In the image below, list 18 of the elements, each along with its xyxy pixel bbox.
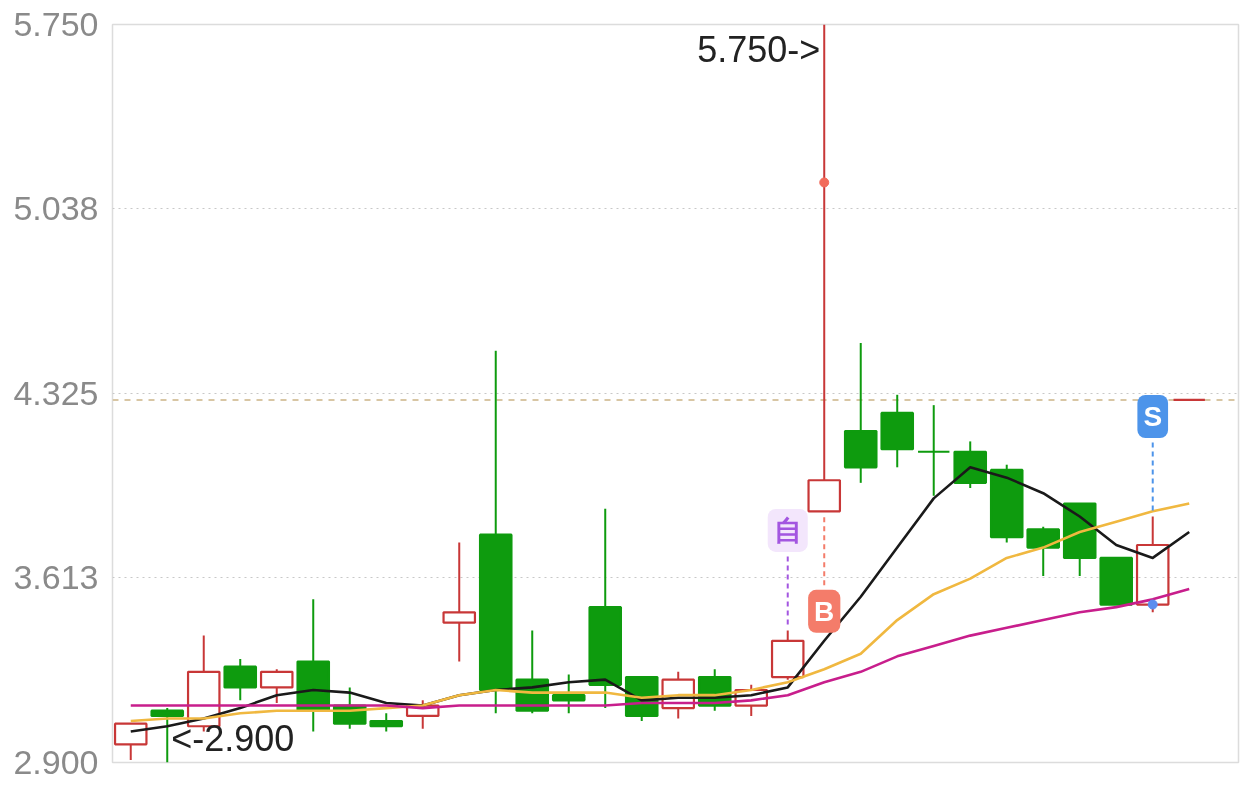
candlestick (843, 342, 878, 484)
annotation: B (814, 595, 835, 627)
y-tick-label: 4.325 (13, 374, 99, 412)
y-tick-label: 5.038 (13, 189, 99, 228)
line-series (129, 587, 1191, 710)
candlestick (588, 507, 623, 710)
annotation: <-2.900 (171, 717, 295, 759)
candlestick (916, 404, 951, 497)
annotation: 自 (773, 514, 802, 546)
candlestick (478, 349, 513, 715)
annotation: 5.750-> (697, 28, 821, 70)
candlestick (1172, 398, 1207, 402)
y-tick-label: 2.900 (13, 743, 99, 781)
annotation: S (1143, 401, 1163, 432)
candlestick (442, 541, 477, 663)
candlestick (880, 393, 915, 469)
y-tick-label: 5.750 (13, 5, 99, 43)
y-tick-label: 3.613 (13, 558, 99, 597)
